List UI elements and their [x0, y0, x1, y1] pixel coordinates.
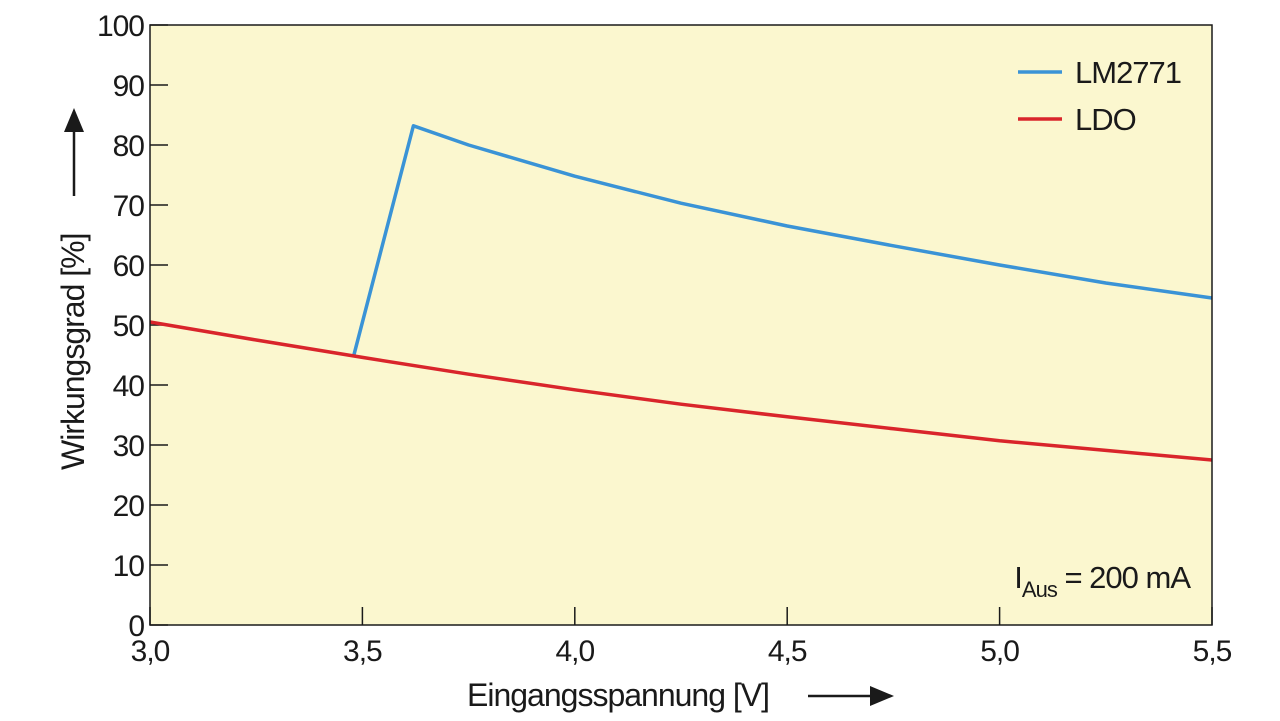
x-tick-label: 4,0 [555, 635, 594, 668]
annotation-subscript: Aus [1022, 577, 1058, 602]
legend-item-ldo: LDO [1018, 102, 1137, 137]
plot-area [150, 25, 1212, 625]
y-tick-label: 0 [128, 610, 144, 643]
legend: LM2771 LDO [1018, 55, 1182, 137]
legend-item-lm2771: LM2771 [1018, 55, 1182, 90]
series-layer [149, 124, 1213, 462]
y-tick-labels: 0 10 20 30 40 50 60 70 80 90 100 [97, 10, 145, 643]
y-tick-label: 70 [113, 190, 145, 223]
y-tick-label: 40 [113, 370, 145, 403]
x-axis-title-group: Eingangsspannung [V] [467, 677, 894, 713]
x-tick-label: 5,5 [1193, 635, 1232, 668]
x-tick-label: 3,0 [131, 635, 170, 668]
annotation-symbol: I [1014, 560, 1022, 595]
y-tick-label: 50 [113, 310, 145, 343]
x-axis-title: Eingangsspannung [V] [467, 677, 769, 713]
x-tick-labels: 3,0 3,5 4,0 4,5 5,0 5,5 [131, 635, 1233, 668]
y-tick-label: 10 [113, 550, 145, 583]
legend-label-ldo: LDO [1075, 102, 1136, 137]
y-tick-label: 100 [97, 10, 144, 43]
x-tick-label: 4,5 [768, 635, 807, 668]
x-axis-arrow-icon [808, 686, 894, 706]
legend-label-lm2771: LM2771 [1075, 55, 1181, 90]
current-annotation: IAus = 200 mA [1014, 560, 1191, 602]
y-tick-label: 90 [113, 70, 145, 103]
y-axis-arrow-icon [64, 108, 84, 196]
y-axis-title-group: Wirkungsgrad [%] [55, 108, 91, 470]
series-line-lm2771 [352, 124, 1213, 356]
y-tick-label: 60 [113, 250, 145, 283]
plot-frame [149, 24, 1213, 626]
y-tick-label: 30 [113, 430, 145, 463]
y-tick-label: 80 [113, 130, 145, 163]
y-tick-label: 20 [113, 490, 145, 523]
x-tick-label: 5,0 [980, 635, 1019, 668]
series-line-ldo [149, 320, 1213, 462]
x-tick-label: 3,5 [343, 635, 382, 668]
annotation-value: = 200 mA [1057, 560, 1191, 595]
y-axis-title: Wirkungsgrad [%] [55, 233, 91, 470]
